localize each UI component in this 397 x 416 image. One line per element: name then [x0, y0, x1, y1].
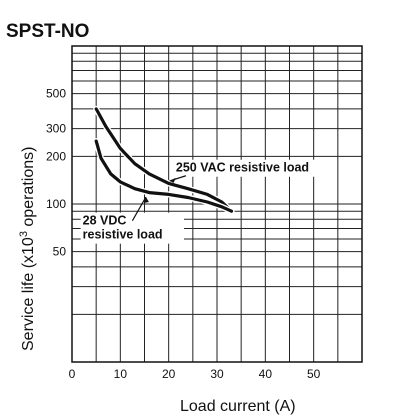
x-tick-label: 20	[162, 367, 176, 381]
x-tick-label: 10	[114, 367, 128, 381]
x-axis-label: Load current (A)	[180, 398, 296, 415]
y-tick-labels: 50 100 200 300 500	[46, 87, 66, 259]
series-line-2	[94, 139, 234, 213]
y-tick-label: 500	[46, 87, 66, 101]
series-label-2-bg	[80, 212, 185, 244]
y-axis-label: Service life (x103 operations)	[18, 147, 37, 351]
x-tick-label: 30	[210, 367, 224, 381]
y-tick-label: 100	[46, 197, 66, 211]
x-tick-label: 50	[307, 367, 321, 381]
y-tick-label: 50	[53, 245, 67, 259]
x-tick-labels: 0 10 20 30 40 50	[69, 367, 321, 381]
series-arrow-1	[169, 177, 176, 183]
chart-title: SPST-NO	[6, 21, 89, 42]
y-tick-label: 300	[46, 122, 66, 136]
y-tick-label: 200	[46, 149, 66, 163]
plot-frame	[71, 45, 363, 363]
series-arrow-2	[143, 197, 149, 204]
x-tick-label: 40	[259, 367, 273, 381]
series-label-2-text: 28 VDC	[83, 214, 127, 228]
x-tick-label: 0	[69, 367, 76, 381]
series-curves	[93, 105, 235, 215]
series-leader-2	[131, 196, 147, 221]
series-line-1	[94, 107, 234, 213]
series-label-2-text: resistive load	[83, 228, 163, 242]
series-label-1-bg	[173, 159, 335, 177]
series-label-1-text: 250 VAC resistive load	[176, 161, 309, 175]
